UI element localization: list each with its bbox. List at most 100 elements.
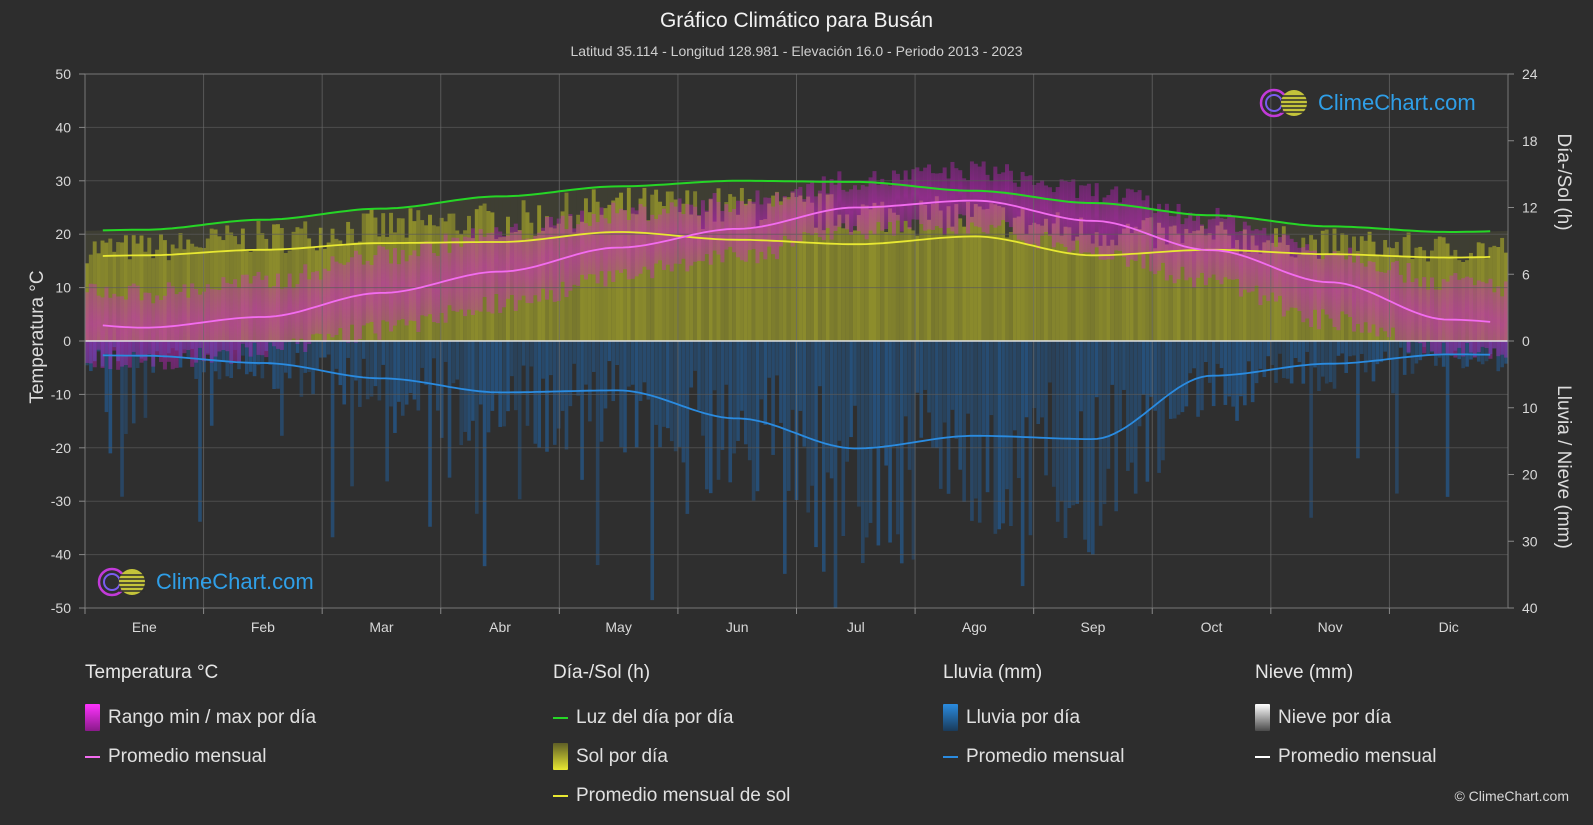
rain-bar: [307, 341, 311, 373]
rain-bar: [478, 341, 483, 405]
temp-range-bar: [810, 180, 815, 236]
rain-bar: [241, 341, 245, 356]
rain-bar: [358, 341, 362, 407]
temp-range-bar: [240, 274, 245, 344]
sun-bar: [891, 212, 896, 341]
temp-range-bar: [162, 295, 167, 370]
temp-range-bar: [373, 255, 378, 334]
rain-bar: [1184, 341, 1189, 407]
temp-range-bar: [389, 263, 394, 332]
temp-range-bar: [494, 227, 499, 295]
legend-heading-temp: Temperatura °C: [85, 662, 219, 683]
rain-bar: [681, 341, 686, 463]
temp-range-bar: [299, 273, 304, 339]
rain-bar: [857, 341, 861, 507]
x-tick-label: Oct: [1201, 619, 1223, 635]
temp-range-bar: [416, 256, 421, 332]
temp-range-bar: [1336, 253, 1341, 331]
rain-bar: [338, 341, 343, 386]
temp-range-bar: [751, 201, 756, 249]
sun-bar: [1016, 216, 1021, 341]
sun-bar: [1098, 245, 1103, 341]
rain-bar: [1016, 341, 1021, 479]
rain-bar: [716, 341, 721, 480]
temp-range-bar: [1320, 259, 1325, 310]
sun-bar: [759, 219, 764, 341]
temp-range-bar: [997, 173, 1002, 226]
temp-range-bar: [1176, 203, 1181, 280]
rain-bar: [1383, 341, 1387, 352]
sun-bar: [755, 227, 760, 341]
temp-range-bar: [930, 173, 935, 230]
rain-bar: [837, 341, 842, 441]
sun-tick-label: 6: [1522, 266, 1530, 282]
rain-bar: [1161, 341, 1165, 461]
rain-bar: [1083, 341, 1087, 540]
rain-bar: [1110, 341, 1115, 385]
rain-bar: [319, 341, 323, 358]
temp-range-bar: [346, 262, 351, 343]
rain-bar: [642, 341, 647, 383]
temp-range-bar: [1270, 233, 1275, 293]
rain-bar: [1055, 341, 1060, 522]
sun-bar: [751, 203, 756, 341]
sun-bar: [895, 214, 900, 341]
sun-bar: [825, 194, 830, 341]
sun-tick-label: 18: [1522, 133, 1538, 149]
y-tick-label: 50: [55, 66, 71, 82]
temp-range-bar: [1250, 230, 1255, 292]
sun-bar: [139, 235, 144, 341]
temp-range-bar: [1258, 230, 1263, 306]
logo-top[interactable]: ClimeChart.com: [1258, 86, 1476, 120]
sun-bar: [911, 230, 916, 341]
temp-range-bar: [1414, 278, 1419, 343]
rain-bar: [669, 341, 674, 442]
rain-bar: [720, 341, 725, 450]
temp-range-bar: [775, 192, 780, 260]
temp-range-bar: [1149, 207, 1154, 272]
temp-range-bar: [248, 283, 253, 357]
sun-bar: [993, 204, 998, 341]
temp-range-bar: [1192, 220, 1197, 288]
temp-range-bar: [938, 173, 943, 228]
rain-bar: [954, 341, 959, 439]
temp-range-bar: [1020, 171, 1025, 241]
rain-bar: [451, 341, 456, 384]
rain-bar: [1165, 341, 1169, 395]
legend-temperature: Temperatura °C Rango min / max por día P…: [85, 662, 316, 776]
temp-range-bar: [989, 180, 994, 225]
climechart-logo-icon: [97, 567, 145, 597]
temp-range-bar: [1453, 273, 1458, 358]
rain-bar: [977, 341, 982, 523]
sun-bar: [997, 205, 1002, 341]
temp-range-bar: [213, 289, 218, 357]
temp-range-bar: [143, 292, 148, 361]
logo-bottom[interactable]: ClimeChart.com: [96, 565, 314, 599]
temp-range-bar: [521, 239, 526, 296]
rain-bar: [755, 341, 760, 492]
sun-bar: [646, 220, 651, 341]
swatch-rain-avg: [943, 755, 958, 758]
temp-range-bar: [1199, 224, 1204, 273]
sun-bar: [888, 208, 893, 341]
temp-range-bar: [1465, 276, 1470, 344]
sun-bar: [279, 228, 284, 341]
temp-range-bar: [911, 169, 916, 220]
temp-range-bar: [888, 185, 893, 223]
sun-bar: [697, 215, 702, 341]
temp-range-bar: [233, 279, 238, 363]
temp-range-bar: [404, 261, 409, 326]
sun-bar: [1063, 226, 1068, 341]
sun-bar: [1071, 240, 1076, 341]
temp-range-bar: [303, 264, 308, 352]
temp-range-bar: [529, 238, 534, 304]
temp-range-bar: [548, 216, 553, 291]
temp-range-bar: [268, 288, 273, 343]
temp-range-bar: [1437, 289, 1442, 354]
sun-bar: [923, 204, 928, 341]
temp-range-bar: [1504, 281, 1509, 358]
rain-bar: [556, 341, 561, 429]
temp-range-bar: [84, 292, 89, 363]
rain-bar: [354, 341, 358, 381]
sun-bar: [1500, 237, 1505, 341]
